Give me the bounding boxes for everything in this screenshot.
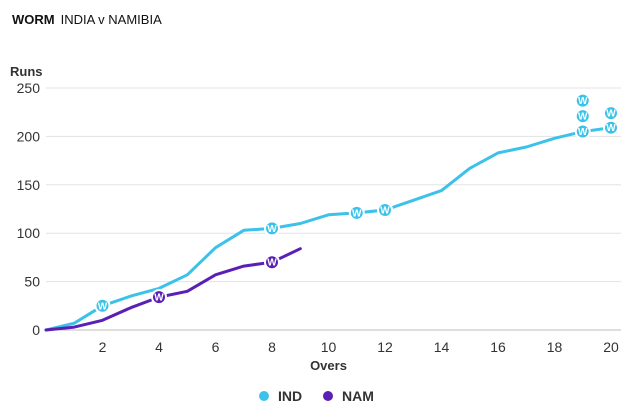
- legend-swatch-nam[interactable]: [323, 391, 333, 401]
- x-tick-label-20: 20: [603, 339, 619, 355]
- x-tick-label-10: 10: [321, 339, 337, 355]
- chart-subtitle: INDIA v NAMIBIA: [60, 12, 162, 27]
- wicket-marker-label-ind-2: W: [352, 208, 362, 219]
- wicket-marker-label-ind-3: W: [380, 205, 390, 216]
- wicket-marker-label-ind-4: W: [578, 127, 588, 138]
- y-tick-label-250: 250: [17, 80, 41, 96]
- wicket-marker-label-ind-0: W: [98, 301, 108, 312]
- x-tick-label-8: 8: [268, 339, 276, 355]
- wicket-marker-ind-1: [264, 220, 280, 237]
- wicket-marker-ind-4: [574, 123, 591, 140]
- x-tick-label-16: 16: [490, 339, 506, 355]
- x-tick-label-6: 6: [212, 339, 220, 355]
- wicket-marker-label-nam-1: W: [267, 258, 277, 269]
- wicket-marker-label-ind-5: W: [578, 112, 588, 123]
- wicket-marker-nam-0: [151, 289, 167, 306]
- wicket-marker-label-ind-1: W: [267, 224, 277, 235]
- x-tick-label-14: 14: [434, 339, 450, 355]
- wicket-marker-ind-0: [94, 297, 111, 314]
- wicket-marker-ind-8: [603, 105, 619, 122]
- x-tick-label-4: 4: [155, 339, 163, 355]
- y-tick-label-50: 50: [24, 274, 40, 290]
- y-tick-label-150: 150: [17, 177, 41, 193]
- wicket-marker-label-nam-0: W: [154, 293, 164, 304]
- wicket-marker-label-ind-7: W: [606, 123, 616, 134]
- legend-label-nam[interactable]: NAM: [342, 388, 374, 404]
- y-axis-label: Runs: [10, 64, 43, 79]
- chart-title-label: WORM: [12, 12, 55, 27]
- wicket-marker-ind-6: [574, 92, 591, 109]
- wicket-marker-nam-1: [264, 254, 280, 271]
- wicket-marker-ind-5: [574, 108, 591, 125]
- series-line-ind: [44, 126, 613, 332]
- wicket-marker-label-ind-8: W: [606, 109, 616, 120]
- series-line-nam: [44, 247, 302, 332]
- wicket-marker-label-ind-6: W: [578, 96, 588, 107]
- legend-swatch-ind[interactable]: [259, 391, 269, 401]
- x-tick-label-12: 12: [377, 339, 393, 355]
- chart-title: WORM INDIA v NAMIBIA: [12, 12, 162, 27]
- x-tick-label-18: 18: [547, 339, 563, 355]
- wicket-marker-ind-3: [377, 201, 393, 218]
- y-tick-label-100: 100: [17, 225, 41, 241]
- legend-label-ind[interactable]: IND: [278, 388, 302, 404]
- y-tick-label-0: 0: [32, 322, 40, 338]
- wicket-marker-ind-2: [348, 204, 365, 221]
- x-axis-label: Overs: [310, 358, 347, 373]
- x-tick-label-2: 2: [99, 339, 107, 355]
- y-tick-label-200: 200: [17, 128, 41, 144]
